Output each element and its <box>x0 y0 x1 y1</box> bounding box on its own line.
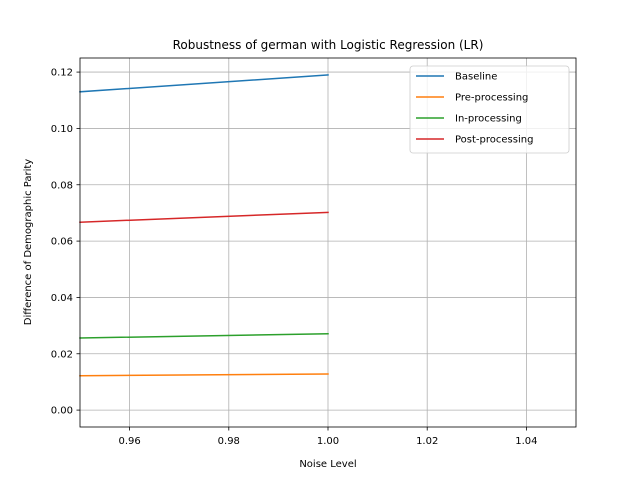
series-line-post-processing <box>79 211 329 223</box>
y-tick-label: 0.02 <box>51 349 73 360</box>
series-line-baseline <box>79 74 329 93</box>
x-tick-label: 0.96 <box>118 436 140 447</box>
y-axis-ticks: 0.00 0.02 0.04 0.06 0.08 0.10 0.12 <box>51 68 80 417</box>
legend: Baseline Pre-processing In-processing Post-… <box>409 65 570 154</box>
legend-label: In-processing <box>455 114 522 125</box>
legend-label: Post-processing <box>455 135 533 146</box>
y-tick-label: 0.00 <box>51 406 73 417</box>
x-tick-label: 1.04 <box>515 436 537 447</box>
y-tick-label: 0.04 <box>51 293 73 304</box>
x-axis-label: Noise Level <box>299 459 356 470</box>
y-axis-label: Difference of Demographic Parity <box>23 159 34 326</box>
series-group <box>79 74 329 377</box>
series-line-in-processing <box>79 332 329 339</box>
legend-box <box>409 65 570 154</box>
chart-title: Robustness of german with Logistic Regre… <box>173 38 484 52</box>
y-tick-label: 0.08 <box>51 180 73 191</box>
x-tick-label: 1.00 <box>317 436 339 447</box>
x-axis-ticks: 0.96 0.98 1.00 1.02 1.04 <box>118 427 538 447</box>
legend-label: Pre-processing <box>455 93 528 104</box>
y-tick-label: 0.12 <box>51 68 73 79</box>
series-line-pre-processing <box>79 373 329 377</box>
x-tick-label: 1.02 <box>416 436 438 447</box>
x-tick-label: 0.98 <box>218 436 240 447</box>
y-tick-label: 0.06 <box>51 237 73 248</box>
y-tick-label: 0.10 <box>51 124 73 135</box>
legend-label: Baseline <box>455 72 497 83</box>
